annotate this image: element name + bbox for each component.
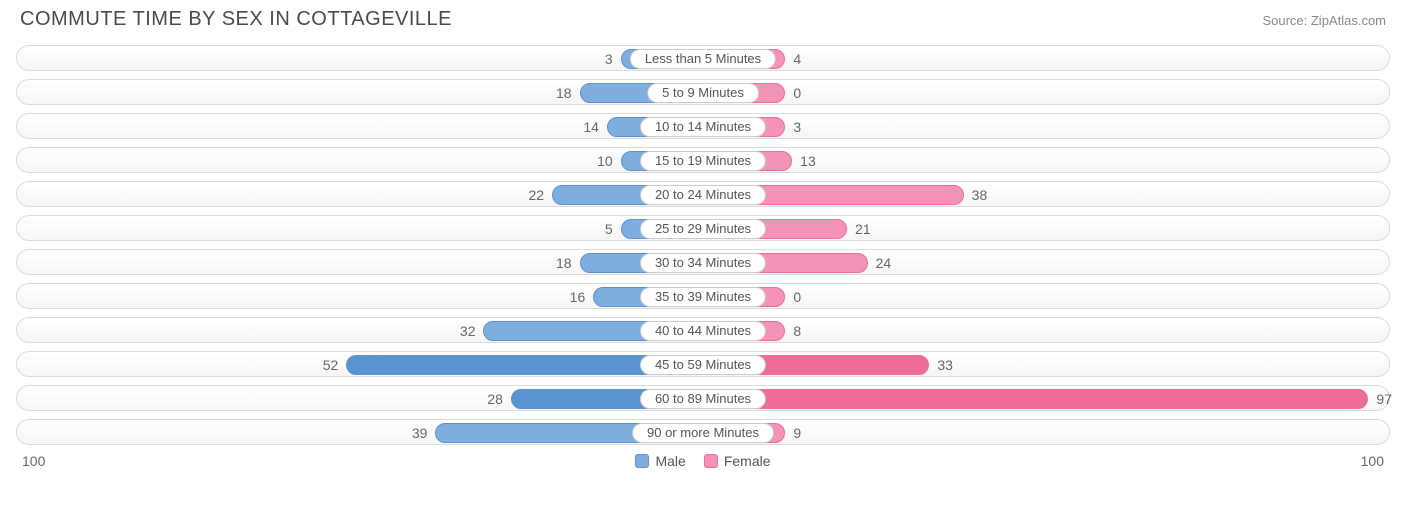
chart-area: 3 4 Less than 5 Minutes 18 0 5 to 9 Minutes 14… [16, 45, 1390, 445]
category-label: 35 to 39 Minutes [640, 287, 766, 307]
female-value-label: 24 [876, 250, 892, 276]
source-attribution: Source: ZipAtlas.com [1262, 13, 1386, 28]
female-value-label: 21 [855, 216, 871, 242]
chart-row: 22 38 20 to 24 Minutes [16, 181, 1390, 207]
chart-row: 18 24 30 to 34 Minutes [16, 249, 1390, 275]
header: COMMUTE TIME BY SEX IN COTTAGEVILLE Sour… [16, 8, 1390, 31]
category-label: 25 to 29 Minutes [640, 219, 766, 239]
male-value-label: 39 [412, 420, 428, 446]
male-value-label: 18 [556, 80, 572, 106]
chart-title: COMMUTE TIME BY SEX IN COTTAGEVILLE [20, 8, 452, 31]
male-value-label: 10 [597, 148, 613, 174]
category-label: 15 to 19 Minutes [640, 151, 766, 171]
chart-row: 10 13 15 to 19 Minutes [16, 147, 1390, 173]
male-value-label: 5 [605, 216, 613, 242]
axis-left-max: 100 [22, 453, 45, 469]
female-value-label: 13 [800, 148, 816, 174]
female-value-label: 97 [1376, 386, 1392, 412]
legend-item-female: Female [704, 453, 771, 469]
male-swatch-icon [635, 454, 649, 468]
category-label: 60 to 89 Minutes [640, 389, 766, 409]
chart-row: 3 4 Less than 5 Minutes [16, 45, 1390, 71]
male-value-label: 18 [556, 250, 572, 276]
chart-row: 39 9 90 or more Minutes [16, 419, 1390, 445]
female-swatch-icon [704, 454, 718, 468]
chart-row: 52 33 45 to 59 Minutes [16, 351, 1390, 377]
category-label: 90 or more Minutes [632, 423, 774, 443]
axis-right-max: 100 [1361, 453, 1384, 469]
female-value-label: 0 [793, 80, 801, 106]
chart-row: 32 8 40 to 44 Minutes [16, 317, 1390, 343]
chart-row: 14 3 10 to 14 Minutes [16, 113, 1390, 139]
category-label: 40 to 44 Minutes [640, 321, 766, 341]
chart-row: 16 0 35 to 39 Minutes [16, 283, 1390, 309]
female-value-label: 33 [937, 352, 953, 378]
female-value-label: 3 [793, 114, 801, 140]
female-value-label: 4 [793, 46, 801, 72]
legend-item-male: Male [635, 453, 685, 469]
legend-male-label: Male [655, 453, 685, 469]
male-value-label: 16 [570, 284, 586, 310]
chart-row: 28 97 60 to 89 Minutes [16, 385, 1390, 411]
chart-row: 18 0 5 to 9 Minutes [16, 79, 1390, 105]
female-value-label: 9 [793, 420, 801, 446]
category-label: Less than 5 Minutes [630, 49, 776, 69]
male-value-label: 52 [323, 352, 339, 378]
category-label: 20 to 24 Minutes [640, 185, 766, 205]
male-value-label: 22 [529, 182, 545, 208]
category-label: 30 to 34 Minutes [640, 253, 766, 273]
chart-row: 5 21 25 to 29 Minutes [16, 215, 1390, 241]
female-value-label: 0 [793, 284, 801, 310]
female-value-label: 8 [793, 318, 801, 344]
legend: Male Female [635, 453, 770, 469]
male-value-label: 14 [583, 114, 599, 140]
axis-row: 100 Male Female 100 [16, 453, 1390, 469]
female-bar [703, 389, 1368, 409]
category-label: 10 to 14 Minutes [640, 117, 766, 137]
legend-female-label: Female [724, 453, 771, 469]
male-value-label: 32 [460, 318, 476, 344]
male-value-label: 3 [605, 46, 613, 72]
male-value-label: 28 [487, 386, 503, 412]
chart-container: COMMUTE TIME BY SEX IN COTTAGEVILLE Sour… [0, 0, 1406, 523]
female-value-label: 38 [972, 182, 988, 208]
category-label: 45 to 59 Minutes [640, 355, 766, 375]
category-label: 5 to 9 Minutes [647, 83, 759, 103]
